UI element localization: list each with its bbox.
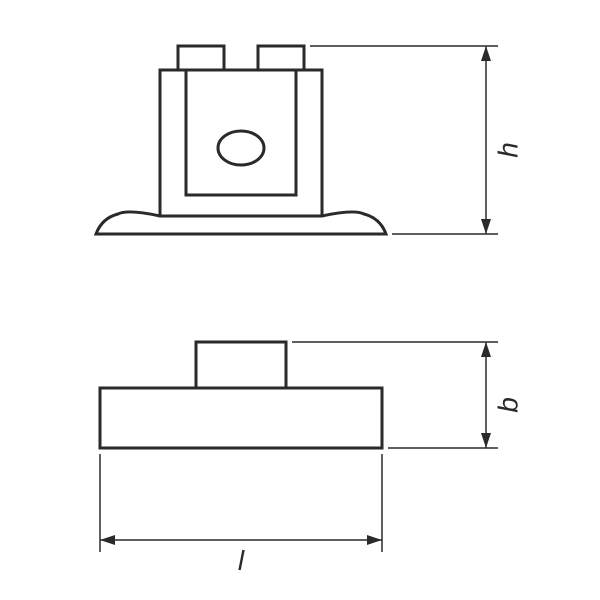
dim-arrow: [481, 342, 491, 357]
technical-drawing: h b l: [0, 0, 600, 600]
dim-arrow: [481, 46, 491, 61]
top-base: [100, 388, 382, 448]
dim-arrow: [367, 535, 382, 545]
front-clip-right: [258, 46, 304, 70]
dim-label: l: [238, 545, 245, 576]
front-base: [96, 212, 386, 234]
dim-label: b: [492, 397, 523, 413]
dim-arrow: [481, 219, 491, 234]
top-tab: [196, 342, 286, 388]
dim-arrow: [100, 535, 115, 545]
dim-label: h: [492, 142, 523, 158]
dim-arrow: [481, 433, 491, 448]
front-hole: [218, 131, 264, 165]
front-clip-left: [178, 46, 224, 70]
